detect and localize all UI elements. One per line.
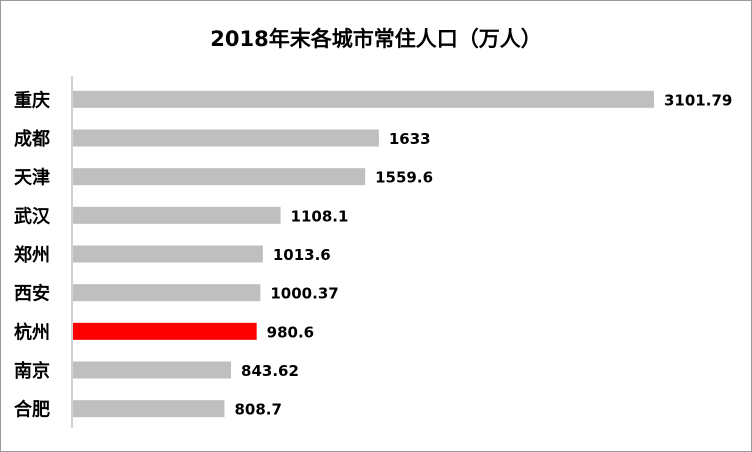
category-label: 天津 bbox=[14, 167, 50, 189]
bar bbox=[73, 361, 232, 379]
chart-title: 2018年末各城市常住人口（万人） bbox=[210, 27, 542, 51]
category-label: 合肥 bbox=[14, 399, 50, 421]
bar bbox=[73, 206, 281, 224]
value-label: 1108.1 bbox=[291, 207, 349, 225]
value-label: 980.6 bbox=[267, 323, 314, 341]
bar-highlight bbox=[73, 322, 257, 340]
category-label: 成都 bbox=[14, 128, 50, 150]
value-label: 1559.6 bbox=[375, 169, 433, 187]
category-label: 重庆 bbox=[14, 89, 50, 111]
category-label: 武汉 bbox=[14, 206, 51, 227]
bar bbox=[73, 90, 654, 108]
category-label: 郑州 bbox=[14, 244, 50, 266]
category-label: 杭州 bbox=[14, 321, 50, 343]
bar bbox=[73, 245, 263, 263]
value-label: 1013.6 bbox=[273, 246, 331, 264]
value-label: 1633 bbox=[389, 130, 431, 148]
category-label: 西安 bbox=[14, 283, 50, 305]
value-label: 808.7 bbox=[234, 401, 281, 419]
bar bbox=[73, 400, 225, 418]
value-label: 843.62 bbox=[241, 362, 299, 380]
value-label: 1000.37 bbox=[270, 285, 338, 303]
bar bbox=[73, 168, 366, 186]
bar bbox=[73, 284, 261, 302]
value-label: 3101.79 bbox=[664, 91, 732, 109]
bar bbox=[73, 129, 379, 147]
category-label: 南京 bbox=[14, 360, 50, 382]
